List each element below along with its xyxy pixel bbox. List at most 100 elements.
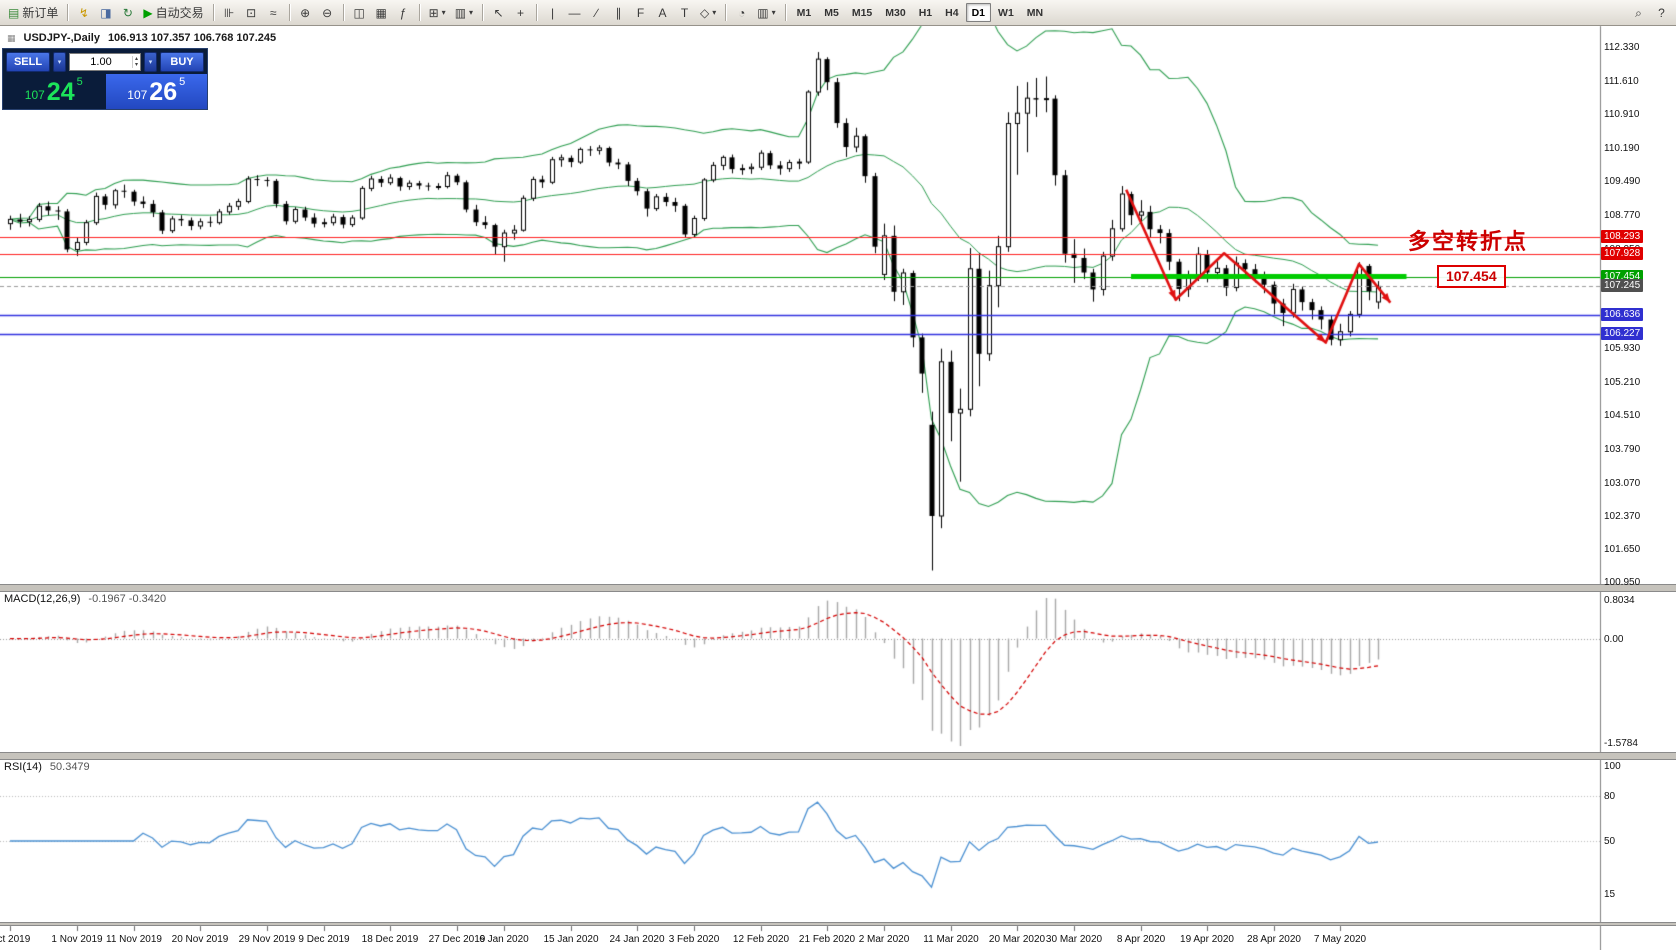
- time-axis-divider[interactable]: [0, 922, 1676, 926]
- auto-trading-label: 自动交易: [155, 6, 204, 20]
- macd-values: -0.1967 -0.3420: [88, 593, 167, 605]
- date-label: 11 Mar 2020: [923, 934, 979, 945]
- toolbar-separator: [536, 4, 538, 21]
- rsi-scale-label: 50: [1604, 836, 1616, 847]
- chart-symbol-period: USDJPY-,Daily: [23, 32, 100, 44]
- rsi-scale-label: 100: [1604, 761, 1621, 772]
- timeframe-h1[interactable]: H1: [913, 3, 938, 22]
- vline-tool-button[interactable]: |: [542, 2, 563, 23]
- price-axis-label: 108.770: [1604, 210, 1641, 221]
- chart-ohlc-values: 106.913 107.357 106.768 107.245: [107, 32, 277, 44]
- buy-button[interactable]: BUY: [160, 52, 204, 72]
- hline-tool-button[interactable]: —: [564, 2, 585, 23]
- indicators-icon: ƒ: [399, 5, 407, 20]
- timeframe-d1[interactable]: D1: [965, 3, 992, 22]
- tile-windows-button[interactable]: ◫: [349, 2, 370, 23]
- periods-button[interactable]: ▥ ▾: [753, 2, 779, 23]
- candle-chart-icon: ⊡: [246, 5, 257, 20]
- rsi-scale-label: 15: [1604, 889, 1616, 900]
- price-axis-label: 101.650: [1604, 544, 1641, 555]
- sell-price-sup: 5: [76, 76, 83, 88]
- cursor-button[interactable]: ↖: [488, 2, 509, 23]
- toolbar-separator: [725, 4, 727, 21]
- help-icon: ?: [1658, 5, 1665, 20]
- price-level-box-annotation[interactable]: 107.454: [1437, 265, 1506, 288]
- turning-point-annotation[interactable]: 多空转折点: [1408, 229, 1529, 254]
- line-chart-button[interactable]: ≈: [263, 2, 284, 23]
- play-icon: ▶: [143, 5, 153, 20]
- line-chart-icon: ≈: [269, 5, 277, 20]
- date-label: 1 Nov 2019: [51, 934, 103, 945]
- indicators-button[interactable]: ƒ: [393, 2, 414, 23]
- buy-dropdown-icon[interactable]: ▾: [144, 52, 157, 72]
- timeframe-m15[interactable]: M15: [846, 3, 878, 22]
- sell-button[interactable]: SELL: [6, 52, 50, 72]
- rsi-values: 50.3479: [49, 761, 90, 773]
- tile-windows-icon: ◫: [353, 5, 365, 20]
- zoom-in-button[interactable]: ⊕: [295, 2, 316, 23]
- timeframe-m30[interactable]: M30: [879, 3, 911, 22]
- volume-stepper[interactable]: ▴ ▾: [131, 56, 140, 68]
- crosshair-button[interactable]: +: [510, 2, 531, 23]
- sell-price-display[interactable]: 107 24 5: [3, 74, 105, 109]
- pane-divider-rsi[interactable]: [0, 752, 1676, 760]
- buy-price-prefix: 107: [127, 87, 148, 102]
- buy-price-display[interactable]: 107 26 5: [104, 74, 207, 109]
- label-tool-button[interactable]: T: [674, 2, 695, 23]
- auto-trading-button[interactable]: ▶ 自动交易: [139, 2, 207, 23]
- channel-tool-button[interactable]: ∥: [608, 2, 629, 23]
- timeframe-m5[interactable]: M5: [818, 3, 845, 22]
- date-label: 15 Jan 2020: [543, 934, 599, 945]
- fibonacci-icon: F: [636, 5, 645, 20]
- refresh-button[interactable]: ↻: [117, 2, 138, 23]
- hline-icon: —: [568, 5, 581, 20]
- volume-input[interactable]: [70, 56, 132, 68]
- timeframe-mn[interactable]: MN: [1021, 3, 1049, 22]
- pane-divider-macd[interactable]: [0, 584, 1676, 592]
- grid-icon: ▦: [375, 5, 387, 20]
- timeframe-m1[interactable]: M1: [791, 3, 818, 22]
- text-tool-button[interactable]: A: [652, 2, 673, 23]
- new-chart-button[interactable]: ⊞ ▾: [425, 2, 450, 23]
- sell-dropdown-icon[interactable]: ▾: [53, 52, 66, 72]
- date-label: 19 Apr 2020: [1180, 934, 1234, 945]
- shapes-tool-button[interactable]: ◇ ▾: [696, 2, 720, 23]
- timeframe-h4[interactable]: H4: [939, 3, 964, 22]
- search-button[interactable]: ⌕: [1628, 2, 1649, 23]
- candle-chart-button[interactable]: ⊡: [241, 2, 262, 23]
- lightning-icon: ↯: [78, 5, 89, 20]
- grid-button[interactable]: ▦: [371, 2, 392, 23]
- clock-button[interactable]: ◔: [731, 2, 752, 23]
- new-chart-icon: ⊞: [428, 5, 439, 20]
- clock-icon: ◔: [738, 5, 746, 20]
- caret-down-icon: ▾: [771, 7, 776, 17]
- profiles-button[interactable]: ▥ ▾: [451, 2, 477, 23]
- price-badge: 107.245: [1601, 279, 1644, 292]
- chart-window-button[interactable]: ◨: [95, 2, 116, 23]
- date-label: 28 Apr 2020: [1247, 934, 1301, 945]
- caret-down-icon: ▾: [441, 7, 446, 17]
- macd-scale-label: 0.00: [1604, 634, 1624, 645]
- help-button[interactable]: ?: [1651, 2, 1672, 23]
- channel-icon: ∥: [615, 5, 622, 20]
- timeframe-w1[interactable]: W1: [992, 3, 1020, 22]
- chart-title: ▦ USDJPY-,Daily 106.913 107.357 106.768 …: [7, 32, 276, 44]
- toolbar-separator: [67, 4, 69, 21]
- date-label: 2 Mar 2020: [858, 934, 910, 945]
- profiles-icon: ▥: [454, 5, 467, 20]
- toolbar-separator: [342, 4, 344, 21]
- trendline-tool-button[interactable]: ∕: [586, 2, 607, 23]
- rsi-scale-label: 80: [1604, 791, 1616, 802]
- alerts-button[interactable]: ↯: [73, 2, 94, 23]
- zoom-out-button[interactable]: ⊖: [317, 2, 338, 23]
- bar-chart-icon: ⊪: [223, 5, 235, 20]
- trendline-icon: ∕: [595, 5, 598, 20]
- new-order-button[interactable]: ▤ 新订单: [4, 2, 62, 23]
- fibonacci-tool-button[interactable]: F: [630, 2, 651, 23]
- toolbar-separator: [288, 4, 290, 21]
- bar-chart-button[interactable]: ⊪: [219, 2, 240, 23]
- date-label: 11 Nov 2019: [106, 934, 162, 945]
- cursor-icon: ↖: [493, 5, 504, 20]
- price-axis-label: 105.930: [1604, 343, 1641, 354]
